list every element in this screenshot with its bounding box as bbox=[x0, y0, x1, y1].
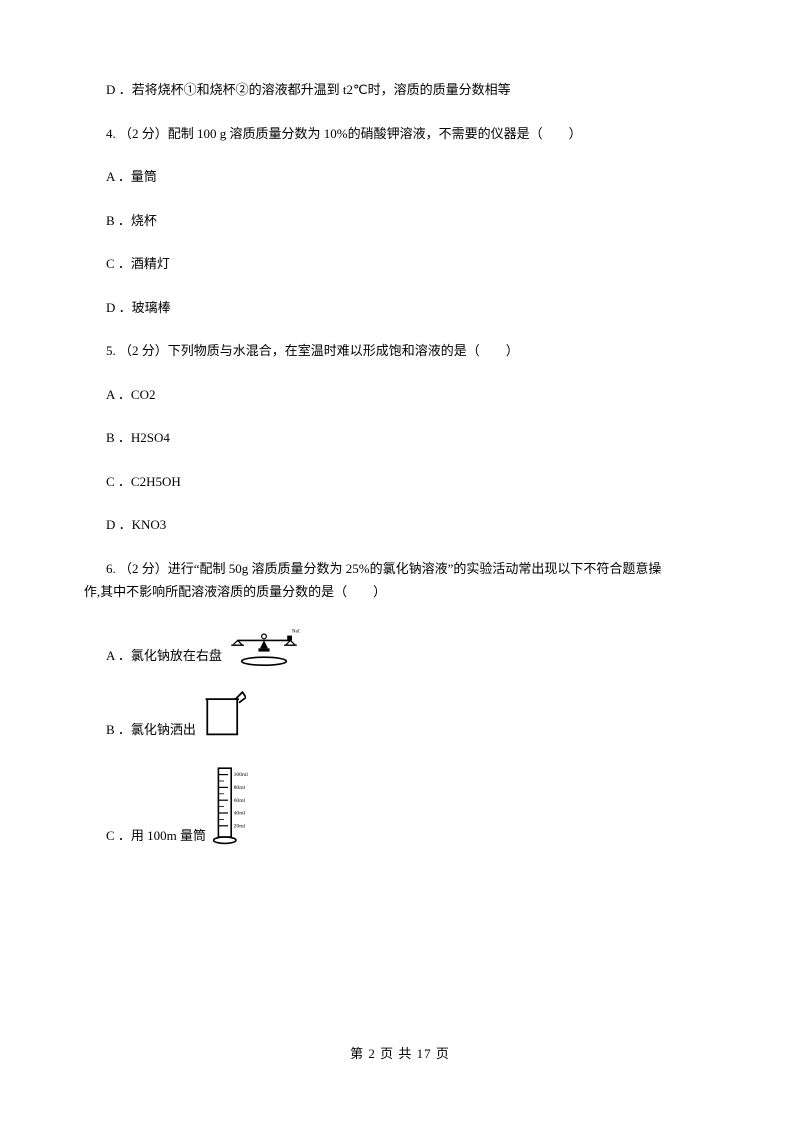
q6-option-a: A ．氯化钠放在右盘 bbox=[80, 645, 222, 666]
balance-label: NaCl bbox=[292, 629, 300, 634]
q5-option-b: B ．H2SO4 bbox=[80, 428, 720, 448]
balance-scale-icon: NaCl bbox=[228, 626, 300, 666]
q6-option-c: C ．用 100m 量筒 bbox=[80, 825, 206, 846]
q5-option-d: D ．KNO3 bbox=[80, 515, 720, 535]
q4-option-c: C ．酒精灯 bbox=[80, 254, 720, 274]
q5-option-c: C ．C2H5OH bbox=[80, 472, 720, 492]
q6-option-a-row: A ．氯化钠放在右盘 NaCl bbox=[80, 626, 720, 666]
page-footer: 第 2 页 共 17 页 bbox=[0, 1043, 800, 1062]
page-content: D ．若将烧杯①和烧杯②的溶液都升温到 t2℃时，溶质的质量分数相等 4. （2… bbox=[0, 0, 800, 846]
q4-option-d: D ．玻璃棒 bbox=[80, 298, 720, 318]
graduated-cylinder-icon: 100ml 80ml 60ml 40ml 20ml bbox=[212, 764, 252, 846]
q4-option-a: A ．量筒 bbox=[80, 167, 720, 187]
q6-option-c-row: C ．用 100m 量筒 100ml 80ml 60ml 40ml 20ml bbox=[80, 764, 720, 846]
q5-option-a: A ．CO2 bbox=[80, 385, 720, 405]
beaker-icon bbox=[202, 690, 246, 740]
q6-option-b-row: B ．氯化钠洒出 bbox=[80, 690, 720, 740]
cyl-label-20: 20ml bbox=[234, 823, 246, 829]
q6-stem-line1: 6. （2 分）进行“配制 50g 溶质质量分数为 25%的氯化钠溶液”的实验活… bbox=[80, 559, 720, 579]
q6-option-b: B ．氯化钠洒出 bbox=[80, 719, 196, 740]
q4-stem: 4. （2 分）配制 100 g 溶质质量分数为 10%的硝酸钾溶液，不需要的仪… bbox=[80, 124, 720, 144]
q5-stem: 5. （2 分）下列物质与水混合，在室温时难以形成饱和溶液的是（ ） bbox=[80, 341, 720, 361]
cyl-label-80: 80ml bbox=[234, 785, 246, 791]
cyl-label-40: 40ml bbox=[234, 810, 246, 816]
cyl-label-60: 60ml bbox=[234, 797, 246, 803]
q6-stem-line2: 作,其中不影响所配溶液溶质的质量分数的是（ ） bbox=[80, 582, 720, 602]
q4-option-b: B ．烧杯 bbox=[80, 211, 720, 231]
q3-option-d: D ．若将烧杯①和烧杯②的溶液都升温到 t2℃时，溶质的质量分数相等 bbox=[80, 80, 720, 100]
cyl-label-100: 100ml bbox=[234, 772, 249, 778]
